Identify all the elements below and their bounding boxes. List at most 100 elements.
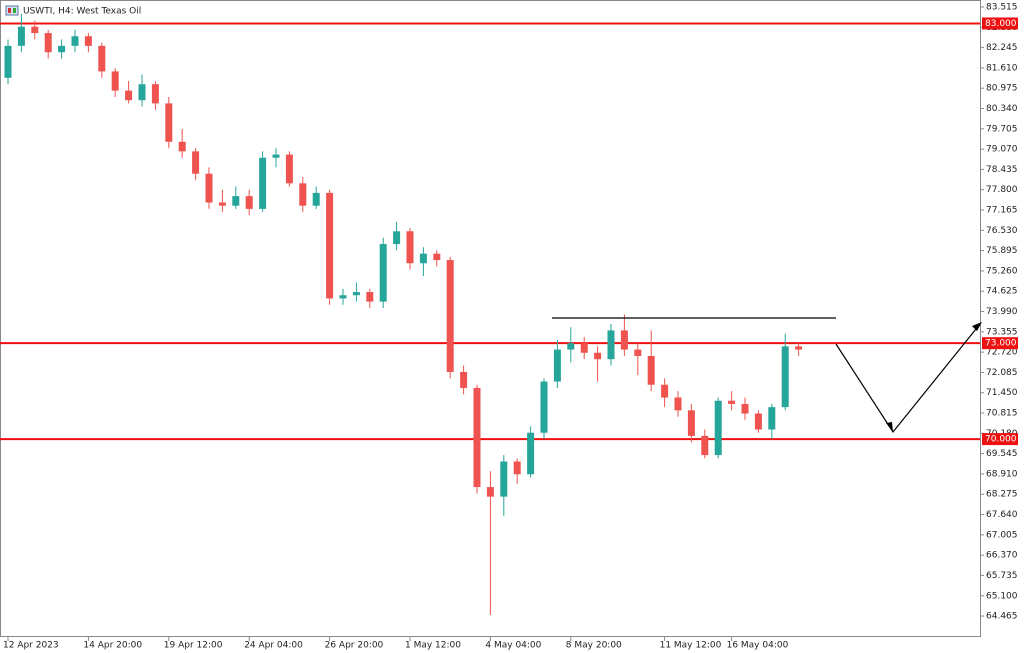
level-label-box bbox=[982, 433, 1018, 446]
y-tick-label: 79.705 bbox=[986, 124, 1018, 134]
y-tick-label: 81.610 bbox=[986, 63, 1018, 73]
y-tick-label: 80.340 bbox=[986, 104, 1018, 114]
candle-body bbox=[594, 352, 602, 360]
x-tick-label: 8 May 20:00 bbox=[566, 641, 622, 651]
candle-body bbox=[125, 90, 133, 101]
y-tick-label: 73.355 bbox=[986, 327, 1018, 337]
candle-body bbox=[674, 397, 682, 411]
candle-body bbox=[661, 384, 669, 398]
candle-body bbox=[151, 84, 159, 104]
y-tick-label: 69.545 bbox=[986, 449, 1018, 459]
candle-body bbox=[540, 381, 548, 433]
y-tick-label: 66.370 bbox=[986, 551, 1018, 561]
level-label-box bbox=[982, 337, 1018, 350]
x-tick-label: 16 May 04:00 bbox=[727, 641, 789, 651]
candle-body bbox=[714, 400, 722, 456]
y-tick-label: 65.735 bbox=[986, 571, 1018, 581]
candle-body bbox=[768, 407, 776, 430]
candle-body bbox=[58, 45, 66, 53]
candle-body bbox=[781, 346, 789, 408]
candle-body bbox=[259, 157, 267, 209]
y-tick-label: 80.975 bbox=[986, 84, 1018, 94]
candle-body bbox=[701, 435, 709, 456]
candle-body bbox=[473, 387, 481, 488]
candle-body bbox=[379, 244, 387, 302]
candle-body bbox=[393, 231, 401, 245]
candle-body bbox=[500, 461, 508, 497]
y-tick-label: 77.800 bbox=[986, 185, 1018, 195]
candle-body bbox=[111, 71, 119, 91]
candle-body bbox=[567, 343, 575, 350]
level-label: 83.000 bbox=[985, 19, 1017, 29]
candle-body bbox=[352, 292, 360, 296]
y-tick-label: 76.530 bbox=[986, 226, 1018, 236]
x-tick-label: 26 Apr 20:00 bbox=[325, 641, 384, 651]
candle-body bbox=[218, 202, 226, 206]
y-tick-label: 70.815 bbox=[986, 409, 1018, 419]
plot: 83.51582.88082.24581.61080.97580.34079.7… bbox=[0, 3, 1018, 651]
candle-body bbox=[553, 349, 561, 382]
candle-body bbox=[299, 183, 307, 206]
candle-body bbox=[192, 151, 200, 174]
candle-body bbox=[44, 33, 52, 53]
candle-body bbox=[31, 26, 39, 34]
candle-body bbox=[728, 400, 736, 404]
candle-body bbox=[406, 231, 414, 264]
candle-body bbox=[687, 410, 695, 436]
candle-body bbox=[741, 403, 749, 414]
candle-body bbox=[795, 346, 803, 350]
y-tick-label: 77.165 bbox=[986, 206, 1018, 216]
candle-body bbox=[17, 26, 25, 46]
arrow-head bbox=[886, 422, 893, 432]
y-tick-label: 65.100 bbox=[986, 591, 1018, 601]
y-tick-label: 83.515 bbox=[986, 3, 1018, 13]
candle-body bbox=[607, 330, 615, 360]
candle-body bbox=[165, 103, 173, 142]
candle-body bbox=[326, 192, 334, 299]
y-tick-label: 71.450 bbox=[986, 388, 1018, 398]
candle-body bbox=[245, 196, 253, 209]
y-tick-label: 67.640 bbox=[986, 510, 1018, 520]
candle-body bbox=[178, 141, 186, 152]
level-label: 73.000 bbox=[985, 339, 1017, 349]
y-tick-label: 73.990 bbox=[986, 307, 1018, 317]
candle-body bbox=[433, 253, 441, 261]
x-tick-label: 24 Apr 04:00 bbox=[244, 641, 303, 651]
y-tick-label: 72.720 bbox=[986, 348, 1018, 358]
x-tick-label: 12 Apr 2023 bbox=[3, 641, 59, 651]
candle-body bbox=[205, 173, 213, 203]
y-tick-label: 74.625 bbox=[986, 287, 1018, 297]
candle-body bbox=[634, 349, 642, 356]
candle-body bbox=[71, 36, 79, 46]
y-tick-label: 78.435 bbox=[986, 165, 1018, 175]
candle-body bbox=[138, 84, 146, 101]
candle-body bbox=[513, 461, 521, 475]
y-tick-label: 82.245 bbox=[986, 43, 1018, 53]
candle-body bbox=[580, 343, 588, 353]
candle-body bbox=[460, 371, 468, 388]
y-tick-label: 68.910 bbox=[986, 469, 1018, 479]
x-tick-label: 4 May 04:00 bbox=[485, 641, 541, 651]
candle-body bbox=[84, 36, 92, 46]
symbol-icon bbox=[5, 5, 19, 16]
candle-body bbox=[98, 45, 106, 72]
x-tick-label: 1 May 12:00 bbox=[405, 641, 461, 651]
candle-body bbox=[366, 292, 374, 302]
candle-body bbox=[446, 260, 454, 372]
candle-body bbox=[339, 295, 347, 299]
y-tick-label: 75.260 bbox=[986, 266, 1018, 276]
y-tick-label: 64.465 bbox=[986, 612, 1018, 622]
candle-body bbox=[486, 487, 494, 497]
level-label-box bbox=[982, 17, 1018, 30]
candle-body bbox=[754, 413, 762, 430]
plot-frame bbox=[0, 0, 981, 637]
candle-body bbox=[285, 154, 293, 184]
candle-body bbox=[272, 154, 280, 158]
level-label: 70.000 bbox=[985, 435, 1017, 445]
candle-body bbox=[232, 196, 240, 206]
chart-title: USWTI, H4: West Texas Oil bbox=[23, 7, 141, 17]
x-tick-label: 14 Apr 20:00 bbox=[83, 641, 142, 651]
candle-body bbox=[419, 253, 427, 264]
